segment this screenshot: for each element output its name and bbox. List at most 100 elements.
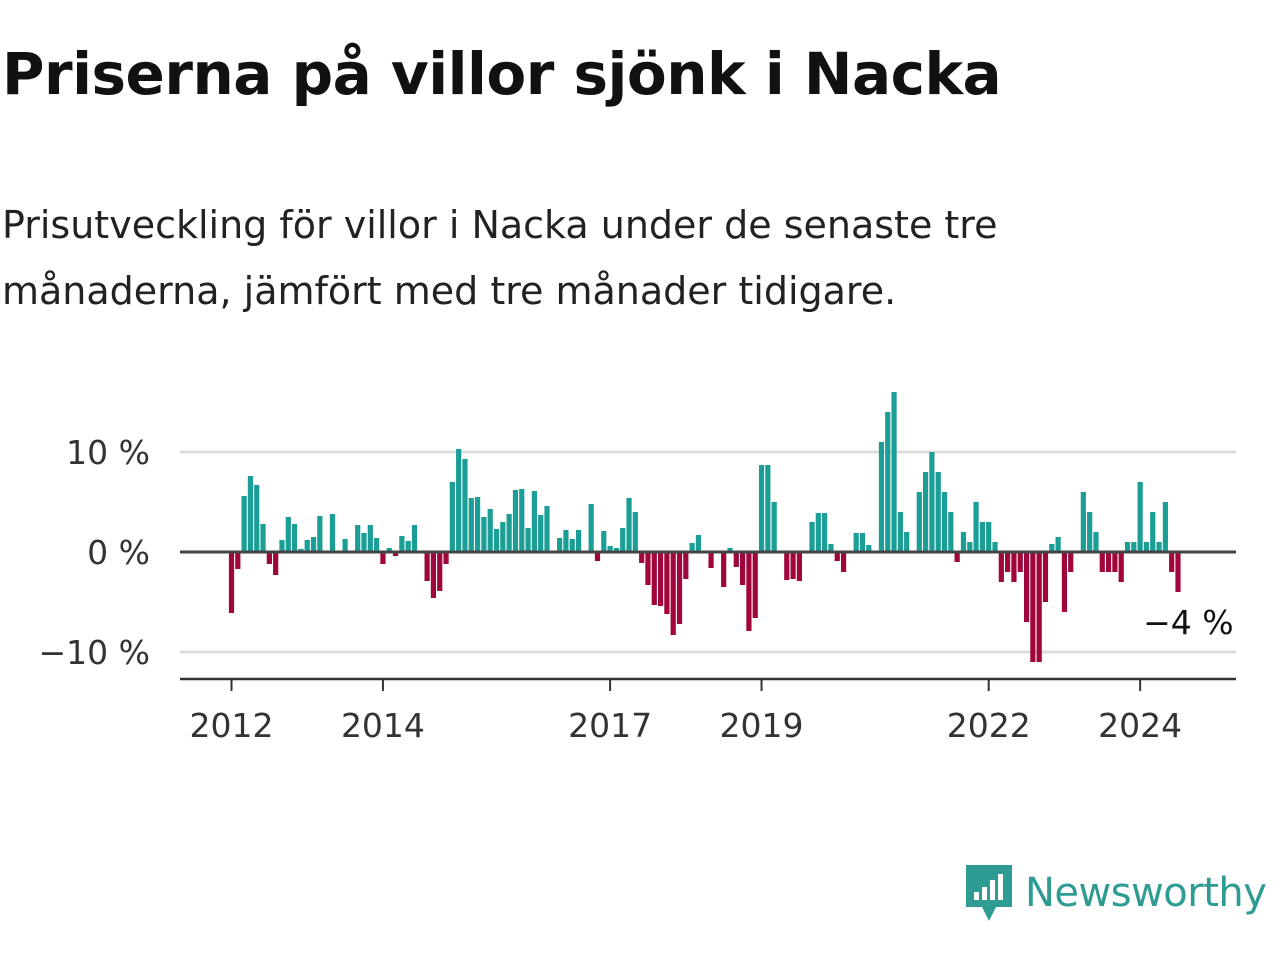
bar	[468, 498, 474, 552]
bar	[538, 515, 544, 552]
bar	[1150, 512, 1156, 552]
bar	[247, 476, 254, 552]
newsworthy-logo-text: Newsworthy	[1025, 870, 1267, 916]
bar	[948, 512, 954, 552]
bar	[620, 528, 626, 552]
bar	[632, 512, 638, 552]
bar-series	[228, 392, 1181, 662]
bar	[828, 544, 834, 552]
bar	[1137, 482, 1143, 552]
bar	[973, 502, 979, 552]
bar	[771, 502, 777, 552]
bar	[904, 532, 910, 552]
bar	[1131, 542, 1137, 552]
x-tick-label: 2024	[1098, 706, 1182, 745]
bar	[1011, 552, 1017, 582]
bar	[979, 522, 985, 552]
bar	[645, 552, 651, 585]
bar	[456, 449, 462, 552]
bar	[500, 522, 506, 552]
bar	[967, 542, 973, 552]
bar	[765, 465, 771, 552]
bar	[493, 529, 500, 552]
last-value-label: −4 %	[1143, 603, 1234, 642]
y-tick-label: 0 %	[87, 533, 150, 572]
bar	[1175, 552, 1181, 592]
bar	[878, 442, 885, 552]
bar	[474, 497, 481, 552]
bar	[1087, 512, 1093, 552]
y-tick-label: −10 %	[39, 633, 151, 672]
bar	[1093, 532, 1099, 552]
bar	[689, 543, 695, 552]
bar	[380, 552, 386, 564]
bar	[1156, 542, 1162, 552]
bar	[424, 552, 430, 581]
bar	[740, 552, 746, 585]
bar	[1036, 552, 1042, 662]
bar	[411, 525, 418, 552]
bar	[392, 552, 399, 556]
bar	[405, 541, 411, 552]
newsworthy-logo-icon	[966, 865, 1012, 921]
bar	[575, 530, 582, 552]
bar	[664, 552, 670, 614]
bar	[1030, 552, 1036, 662]
bar	[519, 489, 525, 552]
x-tick-label: 2012	[190, 706, 274, 745]
bar	[449, 482, 455, 552]
bar	[260, 524, 266, 552]
bar	[531, 491, 537, 552]
bar	[986, 522, 992, 552]
chart-subtitle: Prisutveckling för villor i Nacka under …	[2, 203, 998, 313]
bar	[235, 552, 241, 569]
bar	[254, 485, 260, 552]
bar	[1049, 544, 1055, 552]
bar	[992, 542, 998, 552]
bar	[292, 524, 298, 552]
bar	[512, 490, 519, 552]
bar	[374, 538, 380, 552]
bar	[1042, 552, 1049, 602]
bar	[437, 552, 443, 591]
bar	[727, 548, 733, 552]
bar	[613, 548, 620, 552]
bar	[588, 504, 594, 552]
bar	[563, 530, 569, 552]
bar	[683, 552, 689, 579]
bar	[1080, 492, 1086, 552]
bar	[1169, 552, 1175, 572]
bar	[310, 537, 317, 552]
bar	[941, 492, 948, 552]
bar	[1055, 537, 1061, 552]
bar	[676, 552, 683, 624]
bar	[601, 531, 607, 552]
bar	[746, 552, 752, 631]
bar	[695, 535, 702, 552]
bar	[1143, 542, 1150, 552]
bar	[815, 513, 821, 552]
bar	[430, 552, 437, 598]
bar	[1061, 552, 1068, 612]
bar	[386, 548, 392, 552]
bar	[557, 538, 563, 552]
x-tick-label: 2017	[568, 706, 652, 745]
x-tick-label: 2022	[947, 706, 1031, 745]
bar	[1105, 552, 1112, 572]
bar	[733, 552, 739, 567]
axes	[180, 550, 1236, 691]
bar	[866, 545, 872, 552]
tick-labels: 10 % 0 % −10 % 2012 2014 2017 2019 2022 2024 −4 %	[39, 433, 1234, 745]
bar	[897, 512, 903, 552]
bar	[998, 552, 1004, 582]
y-tick-label: 10 %	[66, 433, 150, 472]
bar	[822, 513, 828, 552]
bar	[626, 498, 632, 552]
bar	[342, 539, 348, 552]
bar	[241, 496, 247, 552]
bar-chart: 10 % 0 % −10 % 2012 2014 2017 2019 2022 2024 −4 %	[39, 392, 1236, 745]
bar	[355, 525, 361, 552]
bar	[607, 546, 613, 552]
bar	[462, 459, 468, 552]
bar	[1023, 552, 1030, 622]
